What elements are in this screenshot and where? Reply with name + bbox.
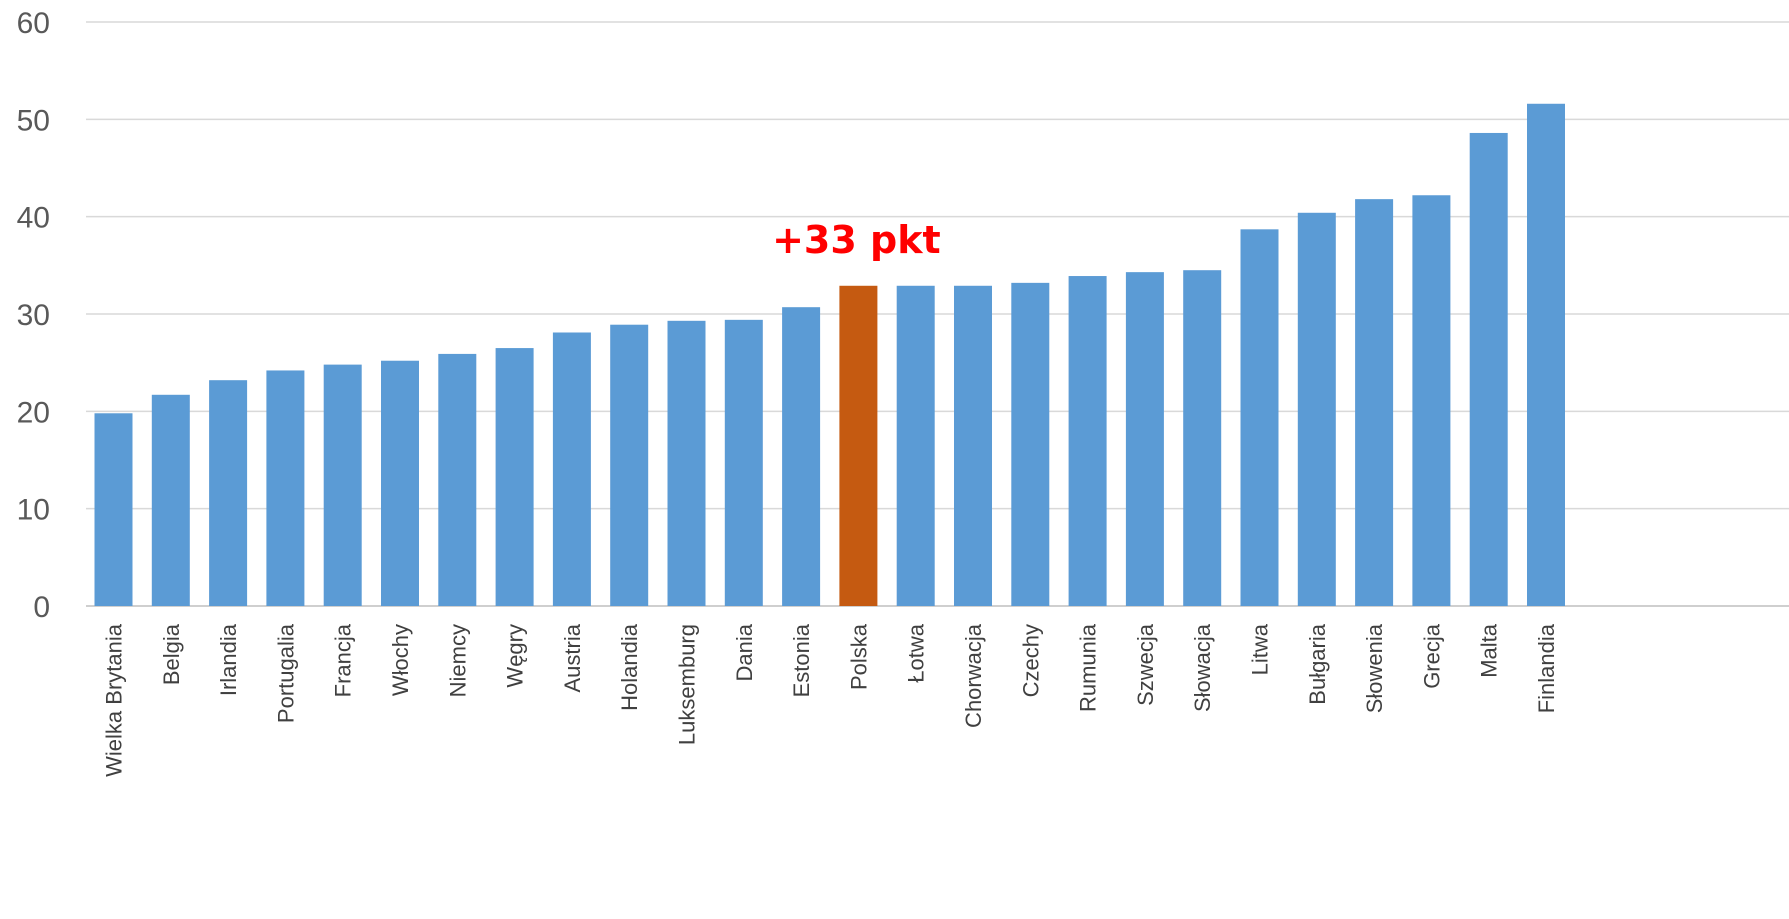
- bar-1: [151, 394, 190, 606]
- bar-19: [1183, 270, 1222, 606]
- y-tick-label: 0: [33, 591, 50, 624]
- category-label: Francja: [331, 623, 356, 697]
- bar-14: [896, 285, 935, 606]
- category-label: Włochy: [388, 624, 413, 696]
- category-label: Łotwa: [904, 623, 929, 682]
- category-label: Polska: [846, 623, 871, 690]
- category-label: Finlandia: [1534, 623, 1559, 713]
- annotation-label: +33 pkt: [772, 218, 941, 262]
- category-label: Dania: [732, 623, 757, 681]
- bar-25: [1527, 103, 1565, 606]
- bar-13: [839, 285, 878, 606]
- category-label: Chorwacja: [961, 623, 986, 728]
- bar-0: [94, 413, 133, 606]
- bar-20: [1240, 229, 1279, 606]
- y-tick-label: 60: [17, 7, 50, 40]
- category-label: Niemcy: [445, 624, 470, 697]
- category-label: Czechy: [1018, 624, 1043, 697]
- bar-4: [323, 364, 362, 606]
- bar-21: [1297, 212, 1336, 607]
- category-label: Portugalia: [273, 623, 298, 723]
- bar-9: [610, 324, 649, 606]
- bar-6: [438, 353, 477, 606]
- annotations: +33 pkt: [772, 218, 941, 262]
- bar-8: [552, 332, 591, 606]
- category-label: Belgia: [159, 623, 184, 685]
- category-label: Rumunia: [1076, 623, 1101, 712]
- category-label: Bułgaria: [1305, 623, 1330, 704]
- category-label: Wielka Brytania: [102, 623, 127, 777]
- category-label: Słowenia: [1362, 623, 1387, 713]
- bar-18: [1125, 272, 1164, 606]
- bar-5: [381, 360, 419, 606]
- category-label: Litwa: [1248, 623, 1273, 675]
- y-tick-label: 30: [17, 299, 50, 332]
- category-label: Estonia: [789, 623, 814, 697]
- bar-15: [954, 285, 992, 606]
- category-label: Irlandia: [216, 623, 241, 696]
- bar-23: [1412, 195, 1451, 606]
- bar-11: [724, 319, 763, 606]
- category-label: Luksemburg: [675, 624, 700, 745]
- x-axis-labels: Wielka Brytania Belgia Irlandia Portugalia F…: [102, 623, 1560, 777]
- category-label: Szwecja: [1133, 623, 1158, 706]
- bar-3: [266, 370, 305, 606]
- bar-7: [495, 348, 534, 606]
- bar-24: [1469, 132, 1508, 606]
- category-label: Malta: [1477, 623, 1502, 678]
- y-tick-label: 40: [17, 202, 50, 235]
- y-tick-label: 50: [17, 104, 50, 137]
- category-label: Słowacja: [1190, 623, 1215, 712]
- bar-2: [209, 380, 248, 606]
- bar-17: [1068, 276, 1107, 606]
- bar-16: [1011, 282, 1050, 606]
- gridlines: [86, 21, 1789, 607]
- bar-22: [1355, 199, 1394, 606]
- bars: [94, 103, 1565, 607]
- category-label: Węgry: [503, 624, 528, 688]
- y-axis-ticks: 0 10 20 30 40 50 60: [17, 7, 50, 624]
- bar-10: [667, 320, 706, 606]
- y-tick-label: 10: [17, 494, 50, 527]
- y-tick-label: 20: [17, 396, 50, 429]
- category-label: Austria: [560, 623, 585, 692]
- category-label: Holandia: [617, 623, 642, 711]
- category-label: Grecja: [1419, 623, 1444, 689]
- bar-12: [782, 307, 821, 606]
